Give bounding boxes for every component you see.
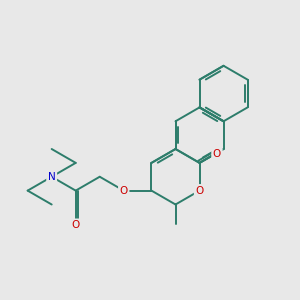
Text: O: O bbox=[213, 149, 221, 159]
Text: O: O bbox=[72, 220, 80, 230]
Text: O: O bbox=[195, 186, 204, 196]
Text: O: O bbox=[120, 186, 128, 196]
Text: N: N bbox=[48, 172, 56, 182]
